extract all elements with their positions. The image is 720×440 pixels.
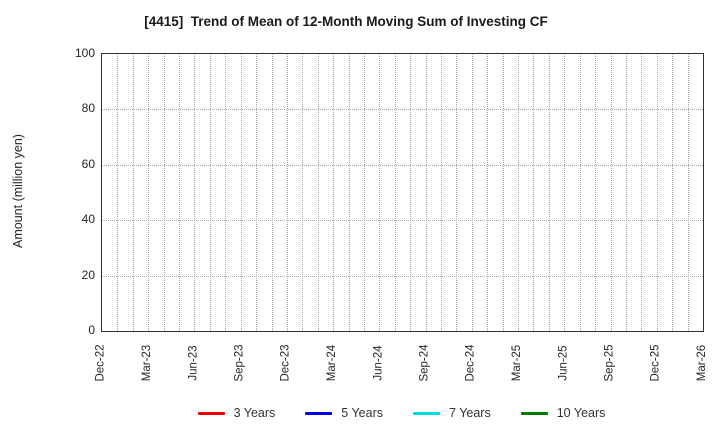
gridline-vertical xyxy=(656,54,658,331)
gridline-vertical xyxy=(641,54,643,331)
x-tick-label: Dec-23 xyxy=(258,335,314,391)
gridline-vertical xyxy=(271,54,273,331)
x-tick-label-text: Mar-24 xyxy=(326,344,339,382)
gridline-horizontal xyxy=(102,164,703,166)
gridline-vertical xyxy=(286,54,288,331)
legend-item: 3 Years xyxy=(197,406,276,420)
gridline-vertical xyxy=(625,54,627,331)
gridline-vertical xyxy=(518,54,520,331)
x-tick-label: Sep-25 xyxy=(582,335,638,391)
gridline-vertical xyxy=(487,54,489,331)
x-tick-label: Mar-24 xyxy=(304,335,360,391)
gridline-vertical xyxy=(317,54,319,331)
x-tick-label-text: Dec-22 xyxy=(94,344,107,382)
x-tick-label-text: Sep-23 xyxy=(233,344,246,382)
legend-label: 10 Years xyxy=(556,406,606,420)
x-tick-label: Mar-23 xyxy=(119,335,175,391)
x-tick-label-text: Jun-23 xyxy=(187,345,200,381)
legend: 3 Years 5 Years 7 Years 10 Years xyxy=(101,403,702,423)
gridline-vertical xyxy=(179,54,181,331)
gridline-vertical xyxy=(256,54,258,331)
gridline-vertical xyxy=(595,54,597,331)
legend-line-swatch xyxy=(305,411,333,415)
legend-item: 5 Years xyxy=(305,406,383,420)
y-tick-label: 100 xyxy=(74,46,95,60)
gridline-vertical xyxy=(225,54,227,331)
legend-label: 3 Years xyxy=(233,406,276,420)
gridline-vertical xyxy=(240,54,242,331)
gridline-vertical xyxy=(425,54,427,331)
y-tick-label: 40 xyxy=(81,212,95,227)
legend-line-swatch xyxy=(197,411,225,415)
gridline-vertical xyxy=(502,54,504,331)
plot-area xyxy=(101,53,704,332)
gridline-vertical xyxy=(117,54,119,331)
gridline-vertical xyxy=(687,54,689,331)
gridline-vertical xyxy=(672,54,674,331)
legend-label: 7 Years xyxy=(449,406,491,420)
gridline-vertical xyxy=(579,54,581,331)
gridline-vertical xyxy=(610,54,612,331)
gridline-vertical xyxy=(410,54,412,331)
gridline-vertical xyxy=(132,54,134,331)
legend-line-swatch xyxy=(520,411,548,415)
x-tick-label: Sep-24 xyxy=(397,335,453,391)
gridline-vertical xyxy=(348,54,350,331)
gridline-vertical xyxy=(163,54,165,331)
gridline-horizontal xyxy=(102,109,703,111)
gridline-horizontal xyxy=(102,220,703,222)
x-tick-label-text: Mar-25 xyxy=(511,344,524,382)
gridline-vertical xyxy=(363,54,365,331)
x-tick-label-text: Dec-23 xyxy=(279,344,292,382)
gridline-vertical xyxy=(394,54,396,331)
chart-title: [4415] Trend of Mean of 12-Month Moving … xyxy=(144,14,548,29)
x-tick-label-text: Dec-25 xyxy=(649,344,662,382)
gridline-vertical xyxy=(302,54,304,331)
gridline-vertical xyxy=(194,54,196,331)
x-tick-label-text: Jun-25 xyxy=(557,345,570,381)
x-tick-label: Jun-25 xyxy=(535,335,591,391)
legend-item: 10 Years xyxy=(520,406,606,420)
gridline-vertical xyxy=(148,54,150,331)
legend-label: 5 Years xyxy=(341,406,384,420)
x-tick-label-text: Sep-24 xyxy=(418,344,431,382)
y-tick-label: 20 xyxy=(81,267,95,282)
x-tick-label-text: Jun-24 xyxy=(372,345,385,381)
legend-item: 7 Years xyxy=(413,406,491,420)
y-tick-label: 80 xyxy=(81,101,95,116)
x-tick-label-text: Mar-26 xyxy=(696,344,708,382)
x-tick-label: Jun-23 xyxy=(165,335,221,391)
x-tick-label: Dec-24 xyxy=(443,335,499,391)
gridline-vertical xyxy=(548,54,550,331)
gridline-horizontal xyxy=(102,275,703,277)
x-tick-label: Dec-25 xyxy=(628,335,684,391)
x-tick-label-text: Dec-24 xyxy=(464,344,477,382)
y-tick-label: 60 xyxy=(81,156,95,171)
gridline-vertical xyxy=(564,54,566,331)
x-tick-label-text: Mar-23 xyxy=(141,344,154,382)
x-tick-label: Jun-24 xyxy=(350,335,406,391)
x-tick-label-text: Sep-25 xyxy=(603,344,616,382)
y-axis-label: Amount (million yen) xyxy=(11,134,25,248)
x-tick-label: Mar-26 xyxy=(674,335,720,391)
gridline-vertical xyxy=(333,54,335,331)
gridline-vertical xyxy=(456,54,458,331)
gridline-vertical xyxy=(209,54,211,331)
legend-line-swatch xyxy=(413,411,441,415)
x-tick-label: Mar-25 xyxy=(489,335,545,391)
gridline-vertical xyxy=(441,54,443,331)
x-tick-label: Dec-22 xyxy=(73,335,129,391)
gridline-vertical xyxy=(533,54,535,331)
gridline-vertical xyxy=(379,54,381,331)
x-tick-label: Sep-23 xyxy=(212,335,268,391)
gridline-vertical xyxy=(471,54,473,331)
y-tick-label: 0 xyxy=(88,323,95,337)
